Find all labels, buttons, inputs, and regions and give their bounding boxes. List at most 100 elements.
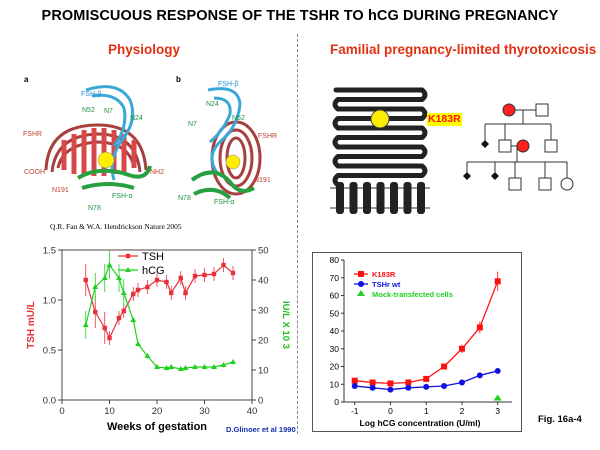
data-point [230,270,236,276]
label-a-3: N24 [130,115,143,122]
data-point [221,262,226,268]
label-a-4: FSHR [23,131,42,138]
data-point [211,271,217,277]
data-point [351,383,358,390]
legend-label: TSH [142,251,164,263]
data-point [106,262,113,267]
structure-citation: Q.R. Fan & W.A. Hendrickson Nature 2005 [50,222,182,231]
pedigree-miscarriage-3 [491,172,499,180]
data-point [493,394,502,401]
data-point [101,275,108,280]
fsh-beta-b [207,87,242,175]
y2-tick-label: 30 [258,306,269,317]
protein-structure-figure: a b FSH-β N52 N7 N24 FSHR COOH NH2 N191 … [23,75,277,212]
pedigree-daughter [560,177,574,191]
extracellular-repeats [332,87,428,188]
data-point [494,278,501,285]
data-point [168,364,175,369]
legend-marker [358,281,364,287]
y-tick-label: 0.5 [43,346,56,357]
data-point [120,290,127,295]
x-tick-label: -1 [351,406,359,416]
y-tick-label: 1.0 [43,296,56,307]
receptor-membrane-diagram [330,87,430,214]
y2-tick-label: 10 [258,366,269,377]
divider [297,34,298,434]
x-axis-label: Log hCG concentration (U/ml) [360,418,481,428]
data-point [441,363,448,370]
data-point [116,315,122,321]
data-point [494,367,501,374]
data-point [351,377,358,384]
y-tick-label: 0 [334,397,339,407]
tm-helix [336,182,344,214]
figure-label: Fig. 16a-4 [538,414,582,425]
label-b-5: N191 [254,177,271,184]
data-point [135,287,141,293]
page-title: PROMISCUOUS RESPONSE OF THE TSHR TO hCG … [41,8,559,24]
label-b-2: N7 [188,121,197,128]
data-point [387,380,394,387]
legend-label: Mock-transfected cells [372,290,453,299]
credit-label: D.Glinoer et al 1990 [226,425,296,434]
data-point [441,383,448,390]
y-tick-label: 10 [330,379,340,389]
data-point [183,290,188,296]
x-tick-label: 20 [152,406,163,417]
data-point [202,272,207,278]
tm-helix [417,182,425,214]
data-point [405,384,412,391]
label-a-1: N52 [82,107,95,114]
data-point [423,375,430,382]
legend-marker [358,271,364,277]
data-point [116,275,122,280]
data-point [405,379,412,386]
pedigree-affected-grandmother [502,103,516,117]
data-point [169,290,174,296]
y-tick-label: 50 [330,308,340,318]
x-tick-label: 0 [388,406,393,416]
data-point [177,366,184,371]
label-b-3: N52 [232,115,245,122]
y-tick-label: 70 [330,273,340,283]
data-point [458,379,465,386]
pedigree-miscarriage-2 [463,172,471,180]
x-tick-label: 3 [495,406,500,416]
data-point [211,364,217,369]
mutation-site-a [97,151,115,169]
data-point [458,345,465,352]
data-point [476,372,483,379]
family-pedigree [463,103,574,191]
x-tick-label: 2 [460,406,465,416]
x-axis-label: Weeks of gestation [107,421,207,433]
transmembrane-helices [336,182,425,214]
label-b-0: FSH-β [218,81,238,88]
left-heading: Physiology [108,42,181,57]
data-point [82,322,89,327]
y-tick-label: 30 [330,344,340,354]
label-a-8: N78 [88,205,101,212]
data-point [154,364,160,369]
data-point [130,317,137,322]
pedigree-grandfather [535,103,549,117]
pedigree-uncle [544,139,558,153]
pedigree-affected-mother [516,139,530,153]
data-point [220,362,227,367]
pedigree-son-1 [508,177,522,191]
mutation-label: K183R [427,113,462,126]
data-point [107,335,112,341]
data-point [192,364,198,369]
x-tick-label: 0 [59,406,64,417]
tm-helix [363,182,371,214]
panel-a-label: a [24,75,29,84]
data-point [369,384,376,391]
data-point [144,353,151,358]
fsh-alpha-a [76,165,152,190]
y-tick-label: 20 [330,362,340,372]
data-point [131,291,136,297]
y-tick-label: 0.0 [43,396,56,407]
y-tick-label: 60 [330,291,340,301]
data-point [92,284,99,289]
panel-b-label: b [176,75,181,84]
right-heading: Familial pregnancy-limited thyrotoxicosi… [330,42,597,57]
